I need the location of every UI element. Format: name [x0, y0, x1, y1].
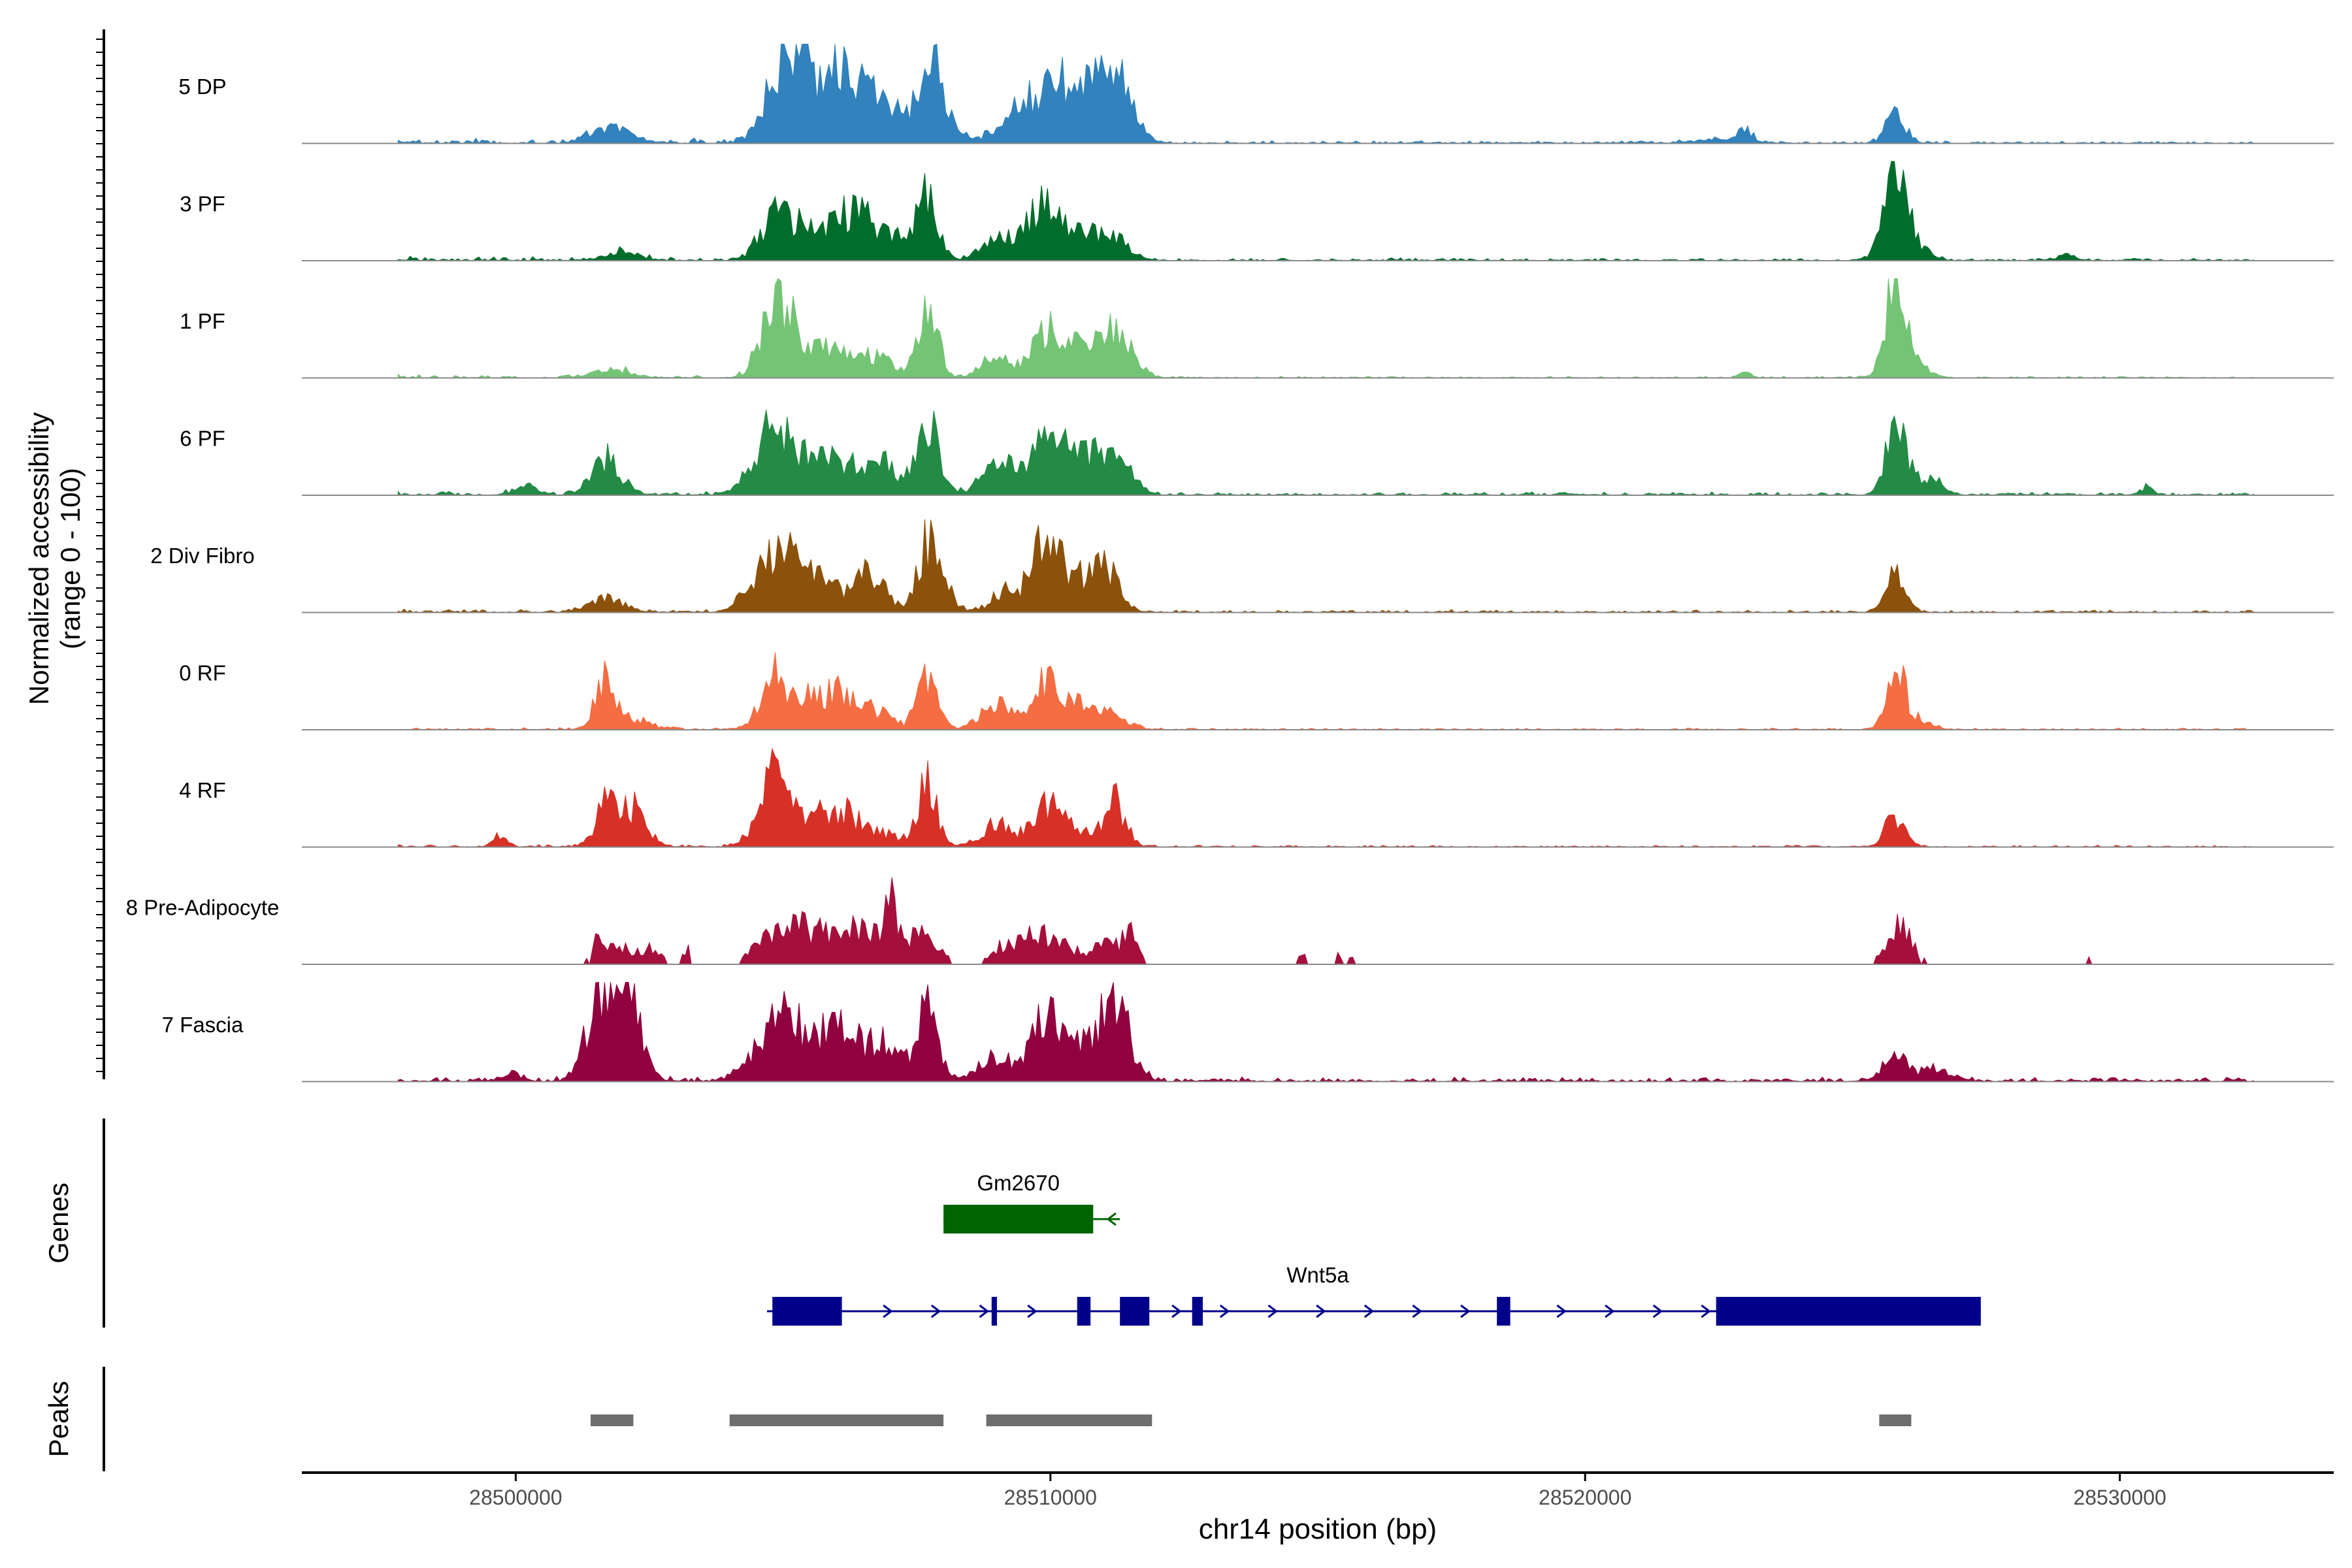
x-tick-label: 28500000: [469, 1486, 562, 1509]
peak-region: [590, 1414, 634, 1426]
strand-arrow: [1652, 1304, 1663, 1318]
strand-arrow: [1460, 1304, 1471, 1318]
track-label: 4 RF: [179, 778, 226, 802]
track-4-rf: 4 RF: [179, 747, 2334, 848]
x-axis-label: chr14 position (bp): [1199, 1513, 1437, 1545]
peak-region: [1879, 1414, 1912, 1426]
genes-panel-label: Genes: [43, 1183, 74, 1264]
strand-arrow: [1106, 1212, 1117, 1226]
track-7-fascia: 7 Fascia: [162, 981, 2334, 1083]
track-label: 1 PF: [180, 309, 225, 333]
track-8-pre-adipocyte: 8 Pre-Adipocyte: [126, 877, 2334, 966]
strand-arrow: [1364, 1304, 1375, 1318]
track-label: 7 Fascia: [162, 1013, 244, 1037]
track-label: 0 RF: [179, 661, 226, 685]
gene-exon: [991, 1297, 997, 1326]
coverage-area: [397, 161, 2254, 261]
strand-arrow: [1027, 1304, 1037, 1318]
gene-wnt5a: Wnt5a: [767, 1263, 1981, 1326]
x-tick-label: 28520000: [1539, 1486, 1631, 1509]
x-tick-label: 28530000: [2073, 1486, 2166, 1509]
gene-name-label: Wnt5a: [1286, 1263, 1349, 1287]
gene-exon: [1716, 1297, 1981, 1326]
track-1-pf: 1 PF: [180, 278, 2334, 379]
strand-arrow: [883, 1304, 893, 1318]
coverage-area: [397, 519, 2254, 613]
gene-name-label: Gm2670: [977, 1171, 1060, 1195]
gene-exon: [772, 1297, 842, 1326]
gene-gm2670: Gm2670: [943, 1171, 1120, 1233]
gene-exon: [1120, 1297, 1150, 1326]
y-axis-label: Normalized accessibility: [24, 412, 54, 705]
track-label: 2 Div Fibro: [150, 544, 255, 568]
track-label: 8 Pre-Adipocyte: [126, 896, 280, 920]
strand-arrow: [1412, 1304, 1422, 1318]
track-y-axis: [96, 29, 105, 1079]
track-2-div-fibro: 2 Div Fibro: [150, 519, 2334, 613]
strand-arrow: [930, 1304, 941, 1318]
coverage-area: [397, 652, 2254, 730]
gene-annotation-panel: Gm2670 Wnt5a: [767, 1171, 1981, 1326]
peak-regions-panel: [590, 1414, 1912, 1426]
peak-region: [986, 1414, 1152, 1426]
gene-exon: [1192, 1297, 1203, 1326]
coverage-area: [397, 278, 2254, 379]
x-axis-ticks: 28500000 28510000 28520000 28530000: [469, 1473, 2166, 1509]
strand-arrow: [1605, 1304, 1615, 1318]
coverage-area: [397, 410, 2254, 496]
peak-region: [729, 1414, 944, 1426]
gene-exon: [1077, 1297, 1091, 1326]
track-label: 3 PF: [180, 192, 225, 216]
strand-arrow: [1219, 1304, 1230, 1318]
track-6-pf: 6 PF: [180, 410, 2334, 496]
coverage-tracks: 5 DP 3 PF 1 PF 6 PF 2 Div Fibro 0 RF 4 RF 8 Pre…: [126, 43, 2334, 1083]
x-tick-label: 28510000: [1004, 1486, 1097, 1509]
strand-arrow: [1316, 1304, 1326, 1318]
strand-arrow: [1701, 1304, 1711, 1318]
strand-arrow: [1171, 1304, 1182, 1318]
coverage-area: [397, 747, 2254, 848]
strand-arrow: [979, 1304, 989, 1318]
y-axis-label-range: (range 0 - 100): [55, 468, 86, 649]
strand-arrow: [1556, 1304, 1567, 1318]
track-0-rf: 0 RF: [179, 652, 2334, 730]
peaks-panel-label: Peaks: [43, 1381, 74, 1458]
track-3-pf: 3 PF: [180, 161, 2334, 261]
coverage-area: [397, 43, 2254, 144]
track-5-dp: 5 DP: [178, 43, 2334, 144]
track-label: 5 DP: [178, 74, 226, 99]
coverage-area: [398, 877, 2254, 966]
gene-exon: [943, 1205, 1094, 1233]
track-label: 6 PF: [180, 427, 225, 451]
gene-exon: [1497, 1297, 1511, 1326]
coverage-area: [397, 981, 2254, 1083]
strand-arrow: [1267, 1304, 1278, 1318]
